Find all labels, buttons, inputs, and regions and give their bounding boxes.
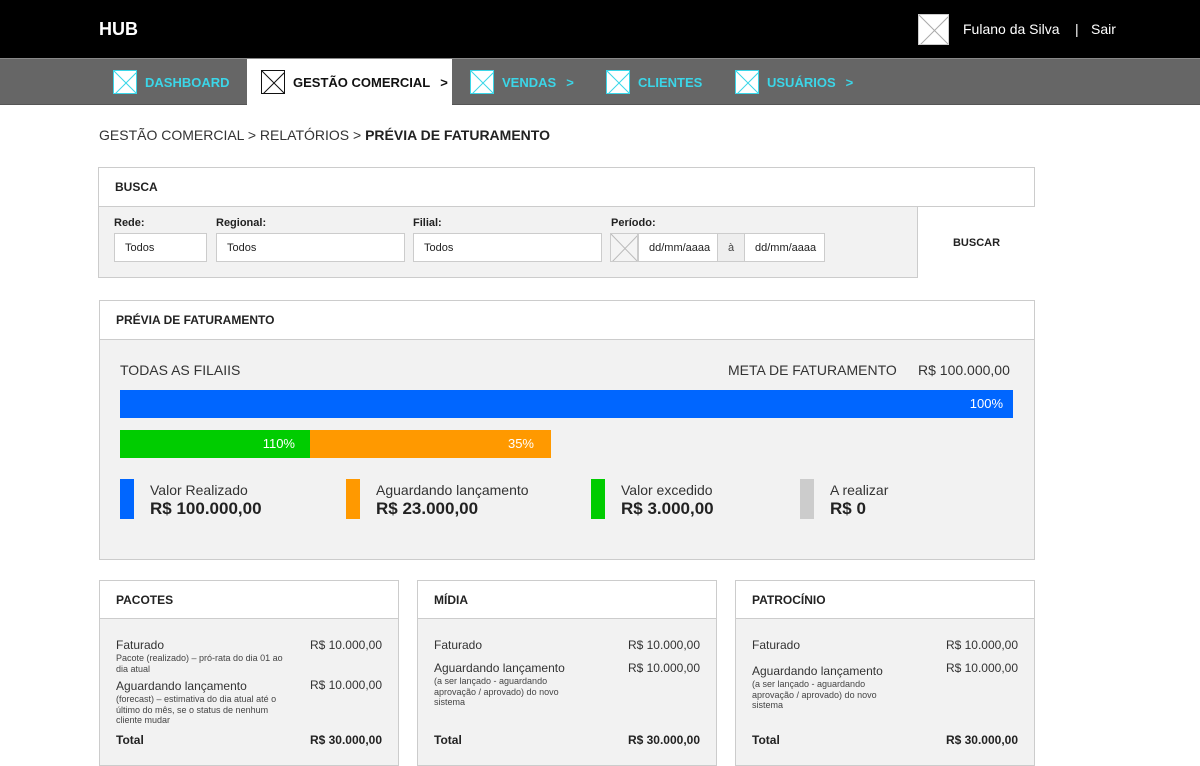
billing-preview-title: PRÉVIA DE FATURAMENTO <box>100 301 1034 340</box>
nav-item-dashboard[interactable]: DASHBOARD <box>99 59 245 105</box>
card-row-label: Faturado <box>434 638 483 652</box>
date-range-separator: à <box>718 233 744 262</box>
card-row-note: (a ser lançado - aguardando aprovação / … <box>752 679 877 710</box>
pending-progress-bar: 35% <box>310 430 551 458</box>
regional-label: Regional: <box>216 217 267 229</box>
card-row-label: Aguardando lançamento <box>116 679 247 693</box>
legend-label-realized: Valor Realizado <box>150 482 248 498</box>
card-row-note: Pacote (realizado) – pró-rata do dia 01 … <box>116 653 283 674</box>
logout-link[interactable]: Sair <box>1091 21 1116 37</box>
nav-item-clientes[interactable]: CLIENTES <box>592 59 717 105</box>
legend-label-pending: Aguardando lançamento <box>376 482 529 498</box>
exceeded-progress-bar: 110% <box>120 430 310 458</box>
legend-value-realized: R$ 100.000,00 <box>150 499 262 518</box>
brand-logo[interactable]: HUB <box>99 19 138 39</box>
calendar-icon[interactable] <box>610 233 638 262</box>
breadcrumb: GESTÃO COMERCIAL > RELATÓRIOS > PRÉVIA D… <box>99 127 550 143</box>
legend-swatch-pending <box>346 479 360 519</box>
legend-value-exceeded: R$ 3.000,00 <box>621 499 714 518</box>
sponsorship-card: PATROCÍNIO Faturado R$ 10.000,00 Aguarda… <box>735 580 1035 766</box>
breadcrumb-separator: > <box>353 127 362 143</box>
scope-label: TODAS AS FILAIIS <box>120 362 241 378</box>
breadcrumb-link-relatorios[interactable]: RELATÓRIOS <box>259 127 350 143</box>
regional-select[interactable]: Todos <box>216 233 405 262</box>
card-total-value: R$ 30.000,00 <box>309 733 382 747</box>
card-row-note: (a ser lançado - aguardando aprovação / … <box>434 676 559 707</box>
card-title: MÍDIA <box>418 581 716 619</box>
legend-swatch-realized <box>120 479 134 519</box>
vendas-icon <box>470 70 494 94</box>
card-total-value: R$ 30.000,00 <box>627 733 700 747</box>
card-row-label: Aguardando lançamento <box>752 664 883 678</box>
search-button[interactable]: BUSCAR <box>917 207 1035 278</box>
filial-select[interactable]: Todos <box>413 233 602 262</box>
breadcrumb-current: PRÉVIA DE FATURAMENTO <box>365 127 550 143</box>
card-title: PATROCÍNIO <box>736 581 1034 619</box>
usuarios-icon <box>735 70 759 94</box>
main-nav: DASHBOARD GESTÃO COMERCIAL > VENDAS > CL… <box>0 58 1200 105</box>
user-name: Fulano da Silva <box>963 21 1060 37</box>
target-label: META DE FATURAMENTO <box>728 362 897 378</box>
breadcrumb-link-gestao[interactable]: GESTÃO COMERCIAL <box>99 127 244 143</box>
card-total-value: R$ 30.000,00 <box>945 733 1018 747</box>
periodo-label: Período: <box>611 217 656 229</box>
filial-label: Filial: <box>413 217 442 229</box>
card-row-label: Aguardando lançamento <box>434 661 565 675</box>
card-row-label: Faturado <box>116 638 165 652</box>
rede-select[interactable]: Todos <box>114 233 207 262</box>
user-avatar-icon[interactable] <box>918 14 949 45</box>
legend-value-remaining: R$ 0 <box>830 499 866 518</box>
nav-item-label: CLIENTES <box>638 74 703 90</box>
exceeded-progress-label: 110% <box>262 436 295 451</box>
legend-label-remaining: A realizar <box>830 482 889 498</box>
nav-item-gestao-comercial[interactable]: GESTÃO COMERCIAL > <box>247 59 452 105</box>
card-row-value: R$ 10.000,00 <box>627 661 700 675</box>
card-total-label: Total <box>752 733 780 747</box>
card-row-label: Faturado <box>752 638 801 652</box>
header-separator: | <box>1075 21 1079 37</box>
legend-label-exceeded: Valor excedido <box>621 482 713 498</box>
search-panel: BUSCA Rede: Todos Regional: Todos Filial… <box>98 167 1035 278</box>
card-row-value: R$ 10.000,00 <box>309 638 382 652</box>
breadcrumb-separator: > <box>247 127 257 143</box>
realized-progress-label: 100% <box>969 396 1003 411</box>
card-row-value: R$ 10.000,00 <box>945 661 1018 675</box>
legend-swatch-remaining <box>800 479 814 519</box>
card-row-note: (forecast) – estimativa do dia atual até… <box>116 694 277 725</box>
legend-swatch-exceeded <box>591 479 605 519</box>
search-panel-title: BUSCA <box>99 168 1034 207</box>
card-title: PACOTES <box>100 581 398 619</box>
nav-item-label: DASHBOARD <box>145 74 230 90</box>
legend-value-pending: R$ 23.000,00 <box>376 499 479 518</box>
top-bar: HUB Fulano da Silva | Sair <box>0 0 1200 58</box>
rede-label: Rede: <box>114 217 145 229</box>
realized-progress-bar: 100% <box>120 390 1013 418</box>
date-from-input[interactable]: dd/mm/aaaa <box>638 233 718 262</box>
card-total-label: Total <box>434 733 462 747</box>
target-value: R$ 100.000,00 <box>918 362 1010 378</box>
clientes-icon <box>606 70 630 94</box>
chevron-right-icon: > <box>566 74 574 90</box>
card-row-value: R$ 10.000,00 <box>627 638 700 652</box>
card-total-label: Total <box>116 733 144 747</box>
chevron-right-icon: > <box>440 74 448 90</box>
gestao-comercial-icon <box>261 70 285 94</box>
pending-progress-label: 35% <box>507 436 534 451</box>
media-card: MÍDIA Faturado R$ 10.000,00 Aguardando l… <box>417 580 717 766</box>
nav-item-usuarios[interactable]: USUÁRIOS > <box>721 59 866 105</box>
packages-card: PACOTES Faturado R$ 10.000,00 Pacote (re… <box>99 580 399 766</box>
nav-item-label: USUÁRIOS <box>767 74 836 90</box>
nav-item-label: VENDAS <box>502 74 557 90</box>
chevron-right-icon: > <box>845 74 854 90</box>
date-to-input[interactable]: dd/mm/aaaa <box>744 233 825 262</box>
card-row-value: R$ 10.000,00 <box>945 638 1018 652</box>
dashboard-icon <box>113 70 137 94</box>
billing-preview-panel: PRÉVIA DE FATURAMENTO TODAS AS FILAIIS M… <box>99 300 1035 560</box>
card-row-value: R$ 10.000,00 <box>309 678 382 692</box>
nav-item-label: GESTÃO COMERCIAL <box>293 74 431 90</box>
nav-item-vendas[interactable]: VENDAS > <box>456 59 586 105</box>
